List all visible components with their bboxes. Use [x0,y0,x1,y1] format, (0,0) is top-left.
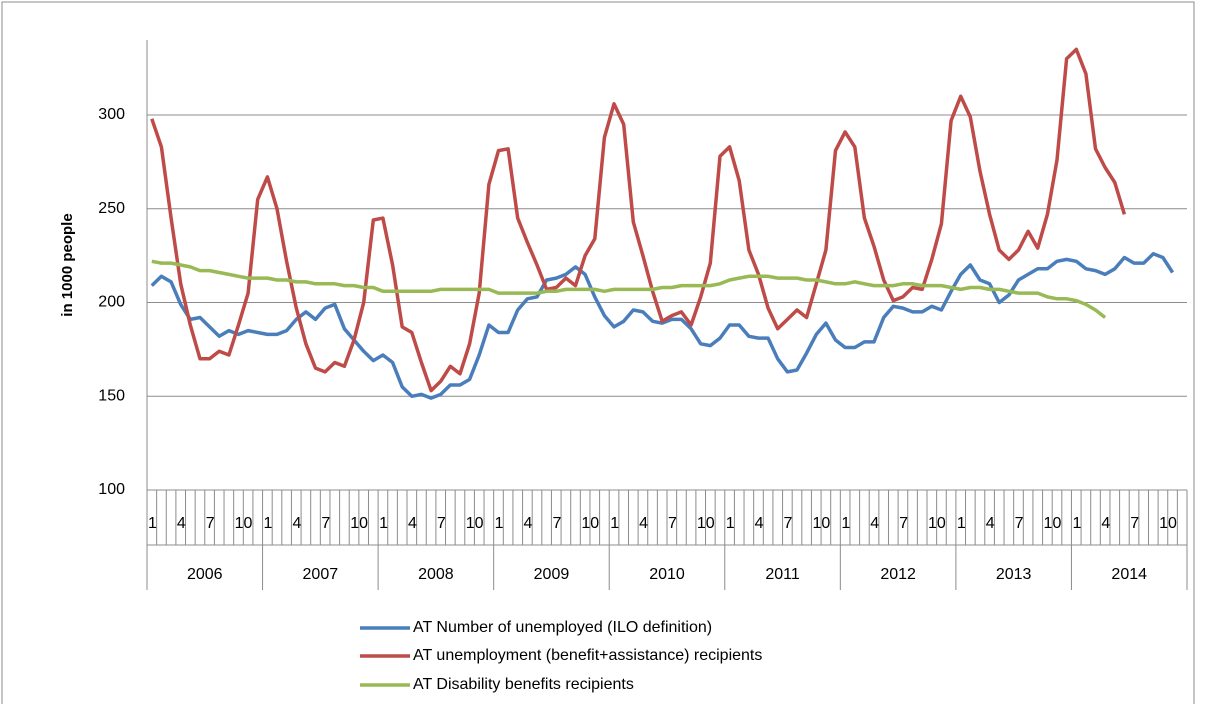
x-tick-label: 4 [1101,515,1110,532]
legend-label: AT unemployment (benefit+assistance) rec… [413,647,762,664]
x-tick-label: 1 [841,515,850,532]
x-tick-label: 1 [148,515,157,532]
x-tick-label: 7 [437,515,446,532]
series-line [151,259,1107,319]
x-tick-label: 10 [466,515,484,532]
x-tick-label: 1 [495,515,504,532]
x-tick-label: 1 [1072,515,1081,532]
x-tick-label: 7 [552,515,561,532]
y-tick-label: 250 [98,200,125,217]
x-tick-label: 4 [870,515,879,532]
x-tick-label: 10 [1159,515,1177,532]
x-tick-label: 10 [235,515,253,532]
x-tick-label: 10 [581,515,599,532]
series-line [150,252,1175,400]
x-tick-label: 7 [1015,515,1024,532]
y-tick-label: 200 [98,294,125,311]
y-tick-label: 300 [98,106,125,123]
series-line [150,47,1127,393]
x-tick-label: 7 [206,515,215,532]
y-tick-label: 100 [98,481,125,498]
x-tick-label: 7 [899,515,908,532]
x-tick-label: 1 [264,515,273,532]
year-label: 2013 [996,566,1032,583]
x-tick-label: 10 [928,515,946,532]
x-tick-label: 4 [639,515,648,532]
x-tick-label: 10 [812,515,830,532]
x-tick-label: 4 [292,515,301,532]
year-label: 2007 [303,566,339,583]
x-tick-label: 4 [524,515,533,532]
x-tick-label: 1 [379,515,388,532]
year-label: 2012 [880,566,916,583]
x-tick-label: 4 [986,515,995,532]
x-tick-label: 4 [408,515,417,532]
x-tick-label: 4 [177,515,186,532]
year-label: 2009 [534,566,570,583]
y-axis-label: in 1000 people [59,213,76,316]
x-tick-label: 10 [350,515,368,532]
year-label: 2014 [1111,566,1147,583]
year-label: 2010 [649,566,685,583]
year-label: 2008 [418,566,454,583]
x-tick-label: 1 [726,515,735,532]
x-tick-label: 7 [1130,515,1139,532]
x-tick-label: 10 [1044,515,1062,532]
x-tick-label: 1 [610,515,619,532]
x-tick-label: 7 [321,515,330,532]
legend-label: AT Disability benefits recipients [413,676,634,693]
year-label: 2011 [765,566,800,583]
y-tick-label: 150 [98,387,125,404]
x-tick-label: 7 [668,515,677,532]
legend-label: AT Number of unemployed (ILO definition) [413,619,712,636]
x-tick-label: 1 [957,515,966,532]
x-tick-label: 7 [784,515,793,532]
x-tick-label: 10 [697,515,715,532]
year-label: 2006 [187,566,223,583]
x-tick-label: 4 [755,515,764,532]
